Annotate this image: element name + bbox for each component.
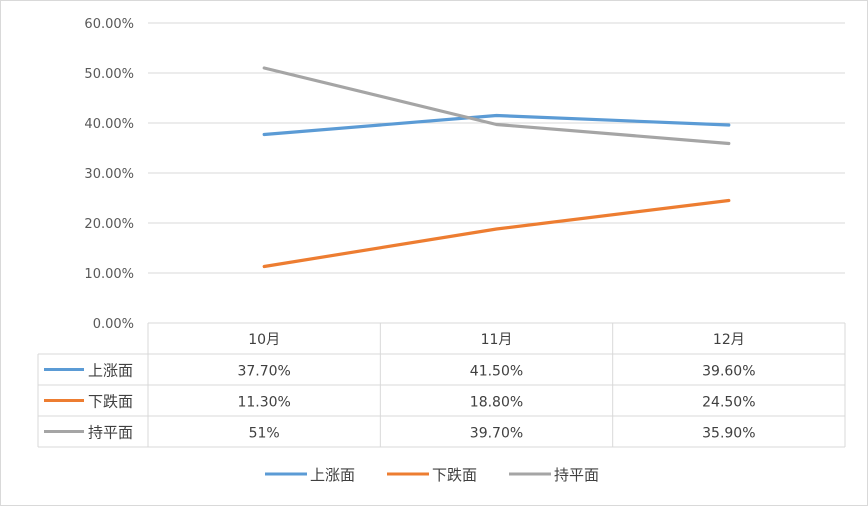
x-category-label: 10月: [248, 332, 280, 348]
table-row-header: 持平面: [88, 424, 133, 442]
series-lines: [262, 66, 731, 269]
x-category-label: 11月: [481, 332, 513, 348]
series-line: [262, 66, 731, 146]
y-tick-label: 50.00%: [84, 67, 134, 82]
table-cell-value: 24.50%: [702, 395, 755, 411]
y-axis: 0.00% 10.00% 20.00% 30.00% 40.00% 50.00% 60.00…: [84, 17, 134, 332]
legend-label: 下跌面: [432, 466, 477, 484]
table-cell-value: 11.30%: [237, 395, 290, 411]
table-cell-value: 18.80%: [470, 395, 523, 411]
table-row-header: 下跌面: [88, 393, 133, 411]
legend: 上涨面 下跌面 持平面: [265, 466, 599, 484]
legend-label: 持平面: [554, 466, 599, 484]
series-line: [262, 113, 731, 137]
table-cell-value: 37.70%: [237, 364, 290, 380]
legend-label: 上涨面: [310, 466, 355, 484]
table-cell-value: 39.60%: [702, 364, 755, 380]
y-tick-label: 60.00%: [84, 17, 134, 32]
y-tick-label: 10.00%: [84, 267, 134, 282]
series-line: [262, 198, 731, 269]
y-tick-label: 0.00%: [93, 317, 134, 332]
table-cell-value: 41.50%: [470, 364, 523, 380]
x-category-label: 12月: [713, 332, 745, 348]
gridlines: [148, 22, 845, 274]
table-row-header: 上涨面: [88, 362, 133, 380]
table-cell-value: 35.90%: [702, 426, 755, 442]
y-tick-label: 20.00%: [84, 217, 134, 232]
table-cell-value: 39.70%: [470, 426, 523, 442]
table-cell-value: 51%: [249, 426, 280, 442]
y-tick-label: 40.00%: [84, 117, 134, 132]
y-tick-label: 30.00%: [84, 167, 134, 182]
